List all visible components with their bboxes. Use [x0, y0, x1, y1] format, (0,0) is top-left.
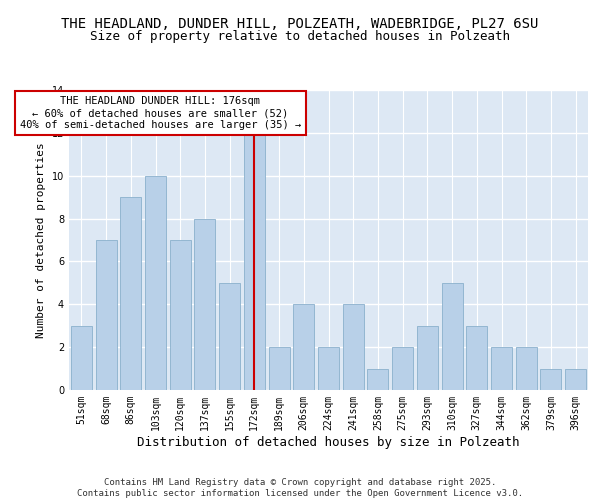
Bar: [194, 218, 215, 390]
Bar: [367, 368, 388, 390]
Y-axis label: Number of detached properties: Number of detached properties: [36, 142, 46, 338]
Text: THE HEADLAND DUNDER HILL: 176sqm
← 60% of detached houses are smaller (52)
40% o: THE HEADLAND DUNDER HILL: 176sqm ← 60% o…: [20, 96, 301, 130]
Bar: [269, 347, 290, 390]
Bar: [293, 304, 314, 390]
Bar: [516, 347, 537, 390]
Bar: [95, 240, 116, 390]
Bar: [491, 347, 512, 390]
Bar: [318, 347, 339, 390]
Bar: [417, 326, 438, 390]
Bar: [442, 283, 463, 390]
Text: Contains HM Land Registry data © Crown copyright and database right 2025.
Contai: Contains HM Land Registry data © Crown c…: [77, 478, 523, 498]
X-axis label: Distribution of detached houses by size in Polzeath: Distribution of detached houses by size …: [137, 436, 520, 448]
Bar: [219, 283, 240, 390]
Bar: [565, 368, 586, 390]
Bar: [244, 133, 265, 390]
Bar: [120, 197, 141, 390]
Text: THE HEADLAND, DUNDER HILL, POLZEATH, WADEBRIDGE, PL27 6SU: THE HEADLAND, DUNDER HILL, POLZEATH, WAD…: [61, 18, 539, 32]
Bar: [170, 240, 191, 390]
Bar: [71, 326, 92, 390]
Bar: [392, 347, 413, 390]
Bar: [145, 176, 166, 390]
Bar: [343, 304, 364, 390]
Text: Size of property relative to detached houses in Polzeath: Size of property relative to detached ho…: [90, 30, 510, 43]
Bar: [541, 368, 562, 390]
Bar: [466, 326, 487, 390]
